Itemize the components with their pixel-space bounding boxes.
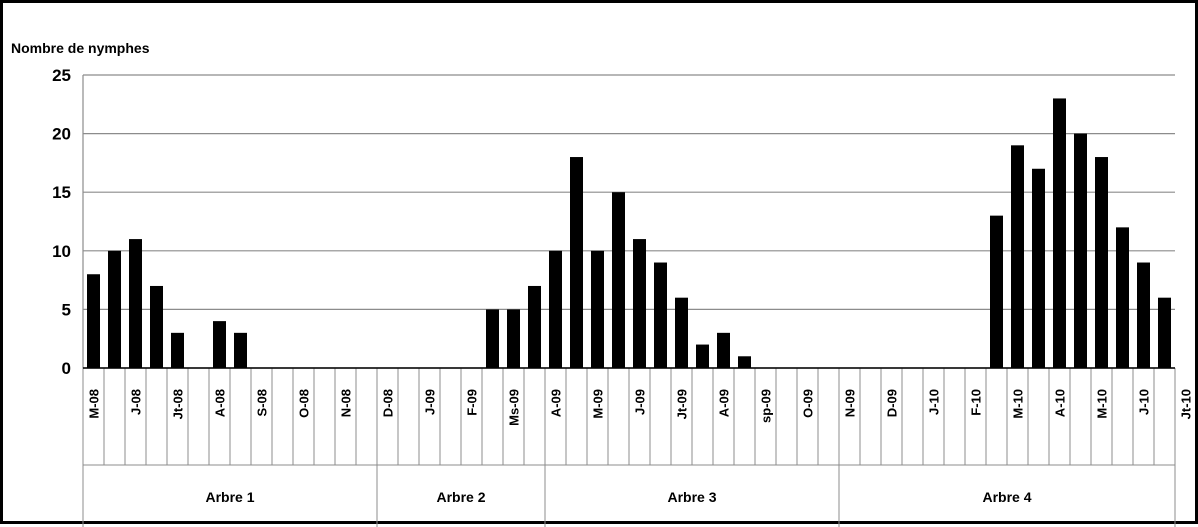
- bar: [1137, 262, 1150, 368]
- bar: [171, 332, 184, 368]
- bar: [717, 332, 730, 368]
- x-tick-label: Jt-10: [1179, 389, 1194, 419]
- bar: [486, 309, 499, 368]
- x-tick-label: A-08: [213, 389, 228, 417]
- x-tick-label: F-10: [969, 389, 984, 416]
- y-tick-label: 0: [62, 359, 71, 378]
- x-tick-label: D-08: [381, 389, 396, 417]
- bar: [549, 250, 562, 368]
- x-tick-label: D-09: [885, 389, 900, 417]
- x-tick-label: M-08: [87, 389, 102, 419]
- y-tick-label: 15: [52, 183, 71, 202]
- bar: [1032, 168, 1045, 368]
- x-tick-label: A-09: [717, 389, 732, 417]
- bar: [234, 332, 247, 368]
- bar: [1053, 98, 1066, 368]
- bar: [675, 297, 688, 368]
- x-tick-label: N-09: [843, 389, 858, 417]
- x-tick-label: J-09: [633, 389, 648, 415]
- bar: [87, 274, 100, 368]
- x-tick-label: J-09: [423, 389, 438, 415]
- x-tick-label: Ms-09: [507, 389, 522, 426]
- bar: [654, 262, 667, 368]
- bar: [1011, 145, 1024, 368]
- bar: [150, 285, 163, 368]
- x-tick-label: F-09: [465, 389, 480, 416]
- group-label: Arbre 4: [982, 489, 1031, 505]
- x-tick-label: J-08: [129, 389, 144, 415]
- bar: [612, 192, 625, 368]
- bar: [633, 239, 646, 368]
- y-tick-label: 20: [52, 125, 71, 144]
- x-tick-label: J-10: [1137, 389, 1152, 415]
- y-axis-title: Nombre de nymphes: [11, 40, 150, 56]
- bar: [591, 250, 604, 368]
- bar: [1074, 133, 1087, 368]
- x-tick-label: M-09: [591, 389, 606, 419]
- x-tick-label: O-08: [297, 389, 312, 418]
- x-tick-label: M-10: [1011, 389, 1026, 419]
- x-tick-label: N-08: [339, 389, 354, 417]
- x-tick-label: A-10: [1053, 389, 1068, 417]
- x-tick-label: O-09: [801, 389, 816, 418]
- x-tick-label: Jt-09: [675, 389, 690, 419]
- group-label: Arbre 3: [667, 489, 716, 505]
- group-label: Arbre 1: [205, 489, 254, 505]
- bar: [129, 239, 142, 368]
- bar: [213, 321, 226, 368]
- y-tick-label: 10: [52, 242, 71, 261]
- bar: [108, 250, 121, 368]
- x-tick-label: sp-09: [759, 389, 774, 423]
- bar: [507, 309, 520, 368]
- x-tick-label: J-10: [927, 389, 942, 415]
- bar: [1116, 227, 1129, 368]
- y-tick-label: 5: [62, 300, 71, 319]
- bar: [990, 215, 1003, 368]
- x-tick-label: M-10: [1095, 389, 1110, 419]
- y-tick-label: 25: [52, 66, 71, 85]
- bar: [1158, 297, 1171, 368]
- bar: [528, 285, 541, 368]
- bar: [1095, 157, 1108, 368]
- x-tick-label: S-08: [255, 389, 270, 416]
- bar-chart: Nombre de nymphes 0 5 10 15 20 25 M-08 J-08 Jt-0…: [11, 40, 1194, 527]
- x-tick-label: Jt-08: [171, 389, 186, 419]
- group-label: Arbre 2: [436, 489, 485, 505]
- x-tick-label: A-09: [549, 389, 564, 417]
- bar: [696, 344, 709, 368]
- bar: [570, 157, 583, 368]
- bar: [738, 356, 751, 368]
